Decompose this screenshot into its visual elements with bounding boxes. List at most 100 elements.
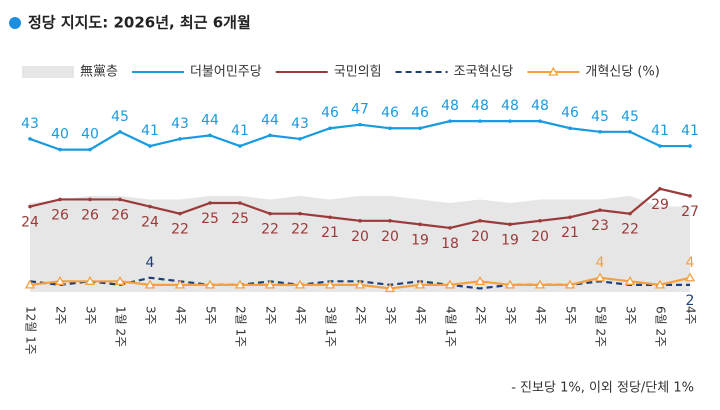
x-tick-label: 5주 xyxy=(564,306,578,325)
value-label: 24 xyxy=(141,215,159,231)
value-label: 21 xyxy=(321,225,339,241)
value-label: 26 xyxy=(81,207,99,223)
marker xyxy=(234,279,246,289)
marker xyxy=(84,276,96,285)
marker xyxy=(114,276,126,285)
point xyxy=(388,126,392,131)
value-label: 4 xyxy=(686,255,695,271)
marker xyxy=(594,272,606,282)
value-label: 40 xyxy=(81,127,99,143)
point xyxy=(538,119,542,123)
x-tick-label: 12월 1주 xyxy=(24,306,38,355)
value-label: 41 xyxy=(231,123,249,139)
x-tick-label: 4주 xyxy=(684,306,698,325)
legend-label: 개혁신당 (%) xyxy=(585,65,659,80)
point xyxy=(418,126,422,131)
marker xyxy=(54,276,66,285)
point xyxy=(238,144,242,148)
value-label: 23 xyxy=(591,218,609,234)
value-label: 44 xyxy=(201,112,219,128)
marker xyxy=(564,279,576,289)
point xyxy=(238,201,242,205)
value-label: 22 xyxy=(291,222,309,238)
value-label: 4 xyxy=(146,255,155,271)
marker xyxy=(444,279,456,289)
point xyxy=(628,130,632,134)
value-label: 21 xyxy=(561,225,579,241)
value-label: 41 xyxy=(651,123,669,139)
point xyxy=(358,122,362,127)
value-label: 22 xyxy=(261,222,279,238)
x-tick-label: 4주 xyxy=(414,306,428,325)
value-label: 45 xyxy=(591,109,609,125)
x-tick-label: 3주 xyxy=(624,306,638,325)
point xyxy=(118,197,122,202)
value-label: 45 xyxy=(111,109,129,125)
point xyxy=(58,197,62,202)
value-label: 20 xyxy=(381,229,399,245)
point xyxy=(478,119,482,123)
value-label: 29 xyxy=(651,197,669,213)
marker xyxy=(684,272,696,282)
legend-label: 국민의힘 xyxy=(334,65,382,80)
point xyxy=(88,147,92,152)
value-label: 20 xyxy=(471,229,489,245)
value-label: 43 xyxy=(291,116,309,132)
footnote: - 진보당 1%, 이외 정당/단체 1% xyxy=(511,381,694,396)
marker xyxy=(264,279,276,289)
point xyxy=(478,219,482,223)
point xyxy=(658,186,662,191)
point xyxy=(688,194,692,198)
value-label: 43 xyxy=(171,116,189,132)
point xyxy=(508,222,512,227)
x-tick-label: 2주 xyxy=(354,306,368,325)
x-tick-label: 5월 2주 xyxy=(594,306,608,347)
value-label: 22 xyxy=(621,222,639,238)
legend-label: 無黨층 xyxy=(80,65,118,80)
value-label: 25 xyxy=(231,211,249,227)
area xyxy=(30,195,690,292)
value-label: 19 xyxy=(411,232,429,248)
marker xyxy=(654,279,666,289)
value-label: 27 xyxy=(681,204,699,220)
point xyxy=(208,133,212,138)
value-label: 4 xyxy=(596,255,605,271)
value-label: 48 xyxy=(531,98,549,114)
marker xyxy=(354,279,366,289)
value-label: 2 xyxy=(686,293,695,309)
point xyxy=(118,130,122,134)
x-tick-label: 1월 2주 xyxy=(114,306,128,347)
value-label: 44 xyxy=(261,112,279,128)
value-label: 18 xyxy=(441,236,459,252)
point xyxy=(298,137,302,141)
marker xyxy=(624,276,636,285)
point xyxy=(268,133,272,138)
marker xyxy=(144,279,156,289)
value-label: 41 xyxy=(681,123,699,139)
point xyxy=(628,211,632,216)
value-label: 22 xyxy=(171,222,189,238)
value-label: 40 xyxy=(51,127,69,143)
value-label: 48 xyxy=(441,98,459,114)
value-label: 26 xyxy=(51,207,69,223)
point xyxy=(208,201,212,205)
point xyxy=(268,211,272,216)
point xyxy=(58,147,62,152)
marker xyxy=(24,279,36,289)
x-tick-label: 4월 1주 xyxy=(444,306,458,347)
value-label: 20 xyxy=(351,229,369,245)
x-tick-label: 2주 xyxy=(474,306,488,325)
point xyxy=(598,208,602,212)
marker xyxy=(174,279,186,289)
point xyxy=(298,211,302,216)
title-dot xyxy=(9,17,21,29)
marker xyxy=(204,279,216,289)
point xyxy=(448,226,452,230)
point xyxy=(88,197,92,202)
x-tick-label: 4주 xyxy=(174,306,188,325)
point xyxy=(148,144,152,148)
x-tick-label: 3주 xyxy=(384,306,398,325)
value-label: 45 xyxy=(621,109,639,125)
value-label: 48 xyxy=(501,98,519,114)
value-label: 48 xyxy=(471,98,489,114)
